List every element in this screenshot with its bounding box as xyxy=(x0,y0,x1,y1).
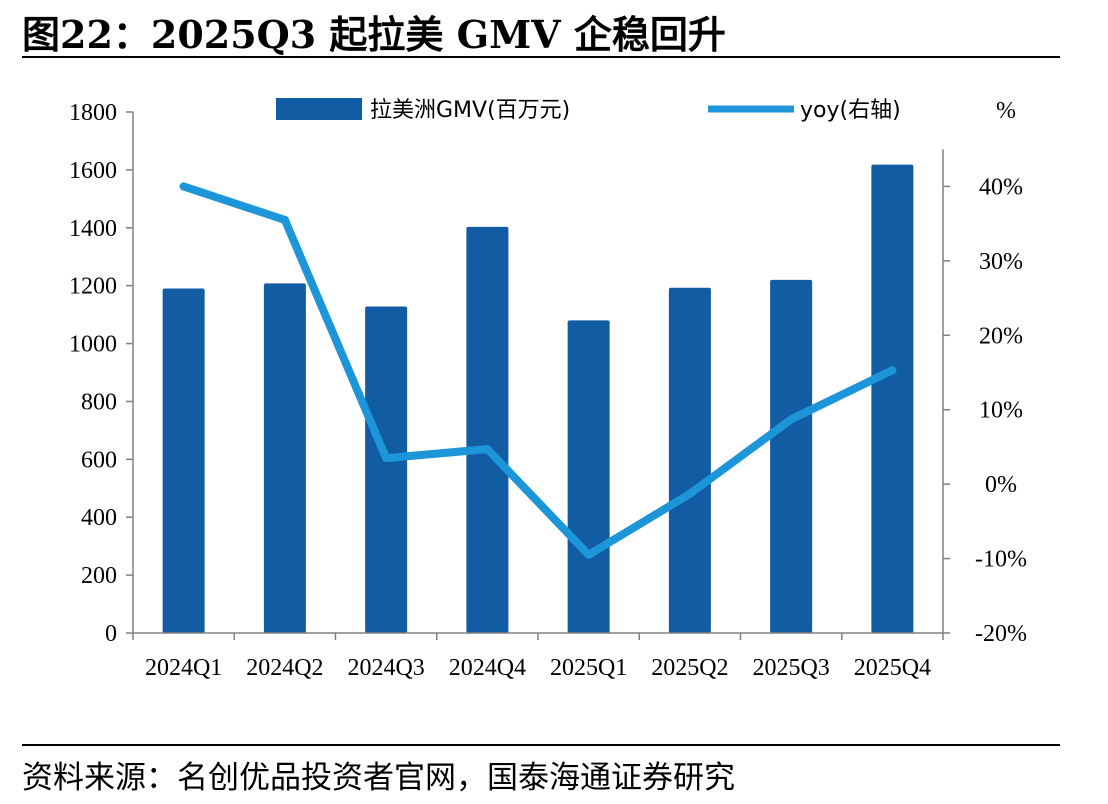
y-left-tick-label: 400 xyxy=(81,505,117,531)
y-left-tick-label: 200 xyxy=(81,563,117,589)
y-left-tick-label: 1600 xyxy=(69,158,117,184)
y-right-tick-label: 0% xyxy=(985,472,1017,498)
bar-series xyxy=(162,164,914,634)
y-left-tick-label: 1200 xyxy=(69,274,117,300)
yoy-point xyxy=(584,550,593,559)
source-note: 资料来源：名创优品投资者官网，国泰海通证券研究 xyxy=(22,760,735,796)
line-series xyxy=(179,182,897,559)
title-rule xyxy=(22,56,1060,58)
yoy-point xyxy=(787,415,796,424)
x-tick-label: 2024Q1 xyxy=(145,655,222,681)
y-right-tick-label: 20% xyxy=(979,323,1023,349)
x-tick-label: 2025Q1 xyxy=(550,655,627,681)
bar xyxy=(162,288,205,633)
source-rule xyxy=(22,744,1060,746)
y-right-axis: -20% -10% 0% 10% 20% 30% 40% xyxy=(942,149,1027,647)
figure-title: 图22：2025Q3 起拉美 GMV 企稳回升 xyxy=(22,12,726,57)
y-left-tick-label: 600 xyxy=(81,447,117,473)
legend-bar-label: 拉美洲GMV(百万元) xyxy=(370,98,570,123)
y-right-tick-label: 10% xyxy=(979,398,1023,424)
legend-line-label: yoy(右轴) xyxy=(800,98,901,123)
yoy-point xyxy=(888,366,897,375)
yoy-point xyxy=(179,182,188,191)
x-tick-label: 2024Q3 xyxy=(347,655,424,681)
legend-bar-swatch xyxy=(276,98,362,120)
y-left-tick-label: 1000 xyxy=(69,332,117,358)
x-tick-label: 2025Q3 xyxy=(752,655,829,681)
bar xyxy=(871,164,914,633)
x-tick-label: 2025Q4 xyxy=(854,655,931,681)
x-tick-label: 2024Q2 xyxy=(246,655,323,681)
yoy-line xyxy=(179,182,897,559)
y-left-tick-label: 0 xyxy=(105,621,117,647)
bar xyxy=(770,279,813,633)
yoy-point xyxy=(483,445,492,454)
y-right-tick-label: 30% xyxy=(979,249,1023,275)
bar xyxy=(668,287,711,633)
y-right-tick-label: -10% xyxy=(975,547,1027,573)
legend: 拉美洲GMV(百万元) yoy(右轴) % xyxy=(276,98,1016,124)
x-tick-label: 2025Q2 xyxy=(651,655,728,681)
bar xyxy=(567,320,610,633)
y-right-tick-label: 40% xyxy=(979,174,1023,200)
bar xyxy=(263,283,306,633)
yoy-point xyxy=(685,489,694,498)
yoy-point xyxy=(280,215,289,224)
y-left-tick-label: 800 xyxy=(81,389,117,415)
y-left-tick-label: 1400 xyxy=(69,216,117,242)
y-left-tick-label: 1800 xyxy=(69,100,117,126)
x-axis: 2024Q1 2024Q2 2024Q3 2024Q4 2025Q1 2025Q2 2025… xyxy=(132,632,944,681)
bar xyxy=(365,306,408,633)
x-tick-label: 2024Q4 xyxy=(449,655,526,681)
right-axis-unit: % xyxy=(996,98,1016,124)
y-right-tick-label: -20% xyxy=(975,621,1027,647)
chart-canvas: 0 200 400 600 800 1000 1200 1400 1600 1800 -20% -1… xyxy=(69,98,1027,681)
yoy-point xyxy=(382,454,391,463)
bar xyxy=(466,226,509,634)
y-left-axis: 0 200 400 600 800 1000 1200 1400 1600 1800 xyxy=(69,100,134,647)
